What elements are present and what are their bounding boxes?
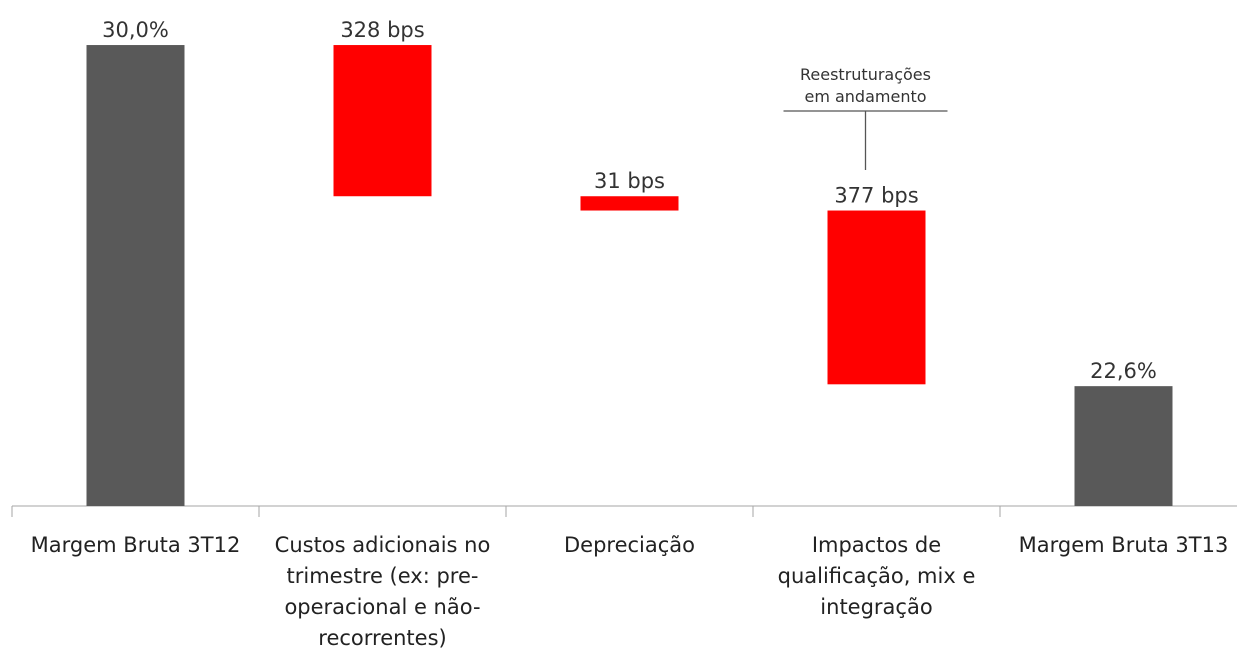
data-label: 31 bps (594, 169, 665, 193)
data-label: 22,6% (1090, 359, 1157, 383)
annotation-text: Reestruturações (800, 65, 931, 84)
bar (86, 45, 185, 507)
x-tick-label: Custos adicionais no trimestre (ex: pre-… (274, 533, 491, 650)
x-tick-label: Margem Bruta 3T13 (1018, 533, 1229, 557)
bar (1074, 386, 1173, 506)
x-tick-label: Depreciação (563, 533, 696, 557)
bar (333, 45, 432, 197)
data-label: 377 bps (834, 184, 918, 208)
data-label: 30,0% (102, 18, 169, 42)
bar (827, 210, 926, 385)
x-tick-label: Impactos de qualificação, mix e integraç… (777, 533, 976, 619)
data-label: 328 bps (340, 18, 424, 42)
bar (580, 196, 679, 211)
x-tick-label: Margem Bruta 3T12 (30, 533, 241, 557)
annotation-text: em andamento (804, 87, 926, 106)
